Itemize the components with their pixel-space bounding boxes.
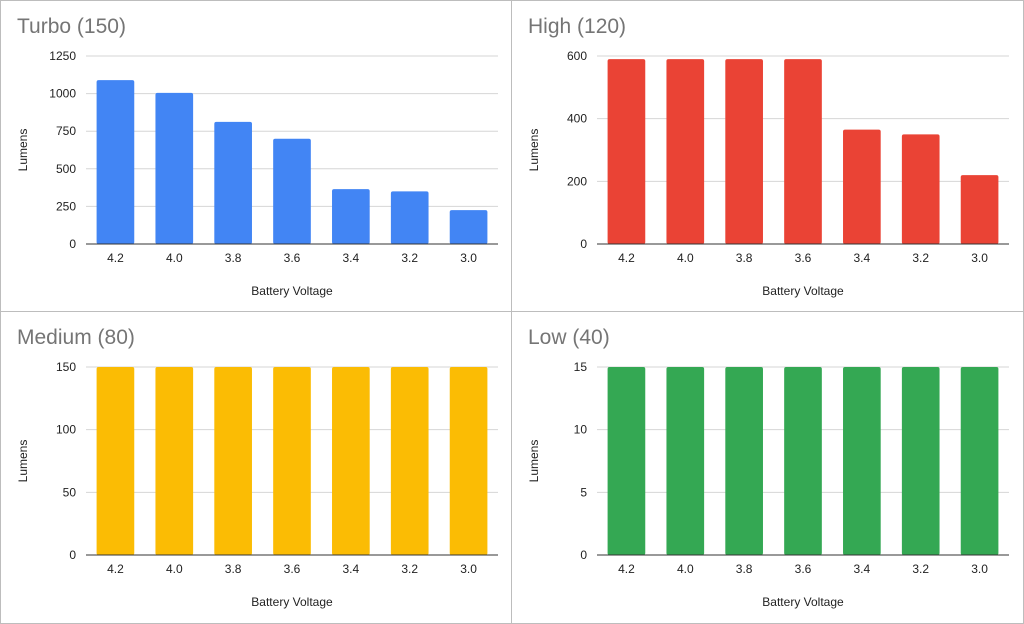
x-tick-label: 4.0 bbox=[677, 251, 694, 265]
chart-svg-medium: 0 50 100 150 4.2 4.0 3.8 3.6 3.4 3.2 3.0 Battery Vo… bbox=[16, 360, 498, 609]
bar bbox=[843, 367, 881, 555]
bar bbox=[901, 134, 940, 244]
bar bbox=[901, 367, 940, 555]
x-tick-label: 4.0 bbox=[166, 562, 183, 576]
x-tick-label: 4.0 bbox=[166, 251, 183, 265]
y-tick-label: 50 bbox=[63, 485, 77, 499]
bar bbox=[843, 129, 881, 244]
chart-svg-low: 0 5 10 15 4.2 4.0 3.8 3.6 3.4 3.2 3.0 Battery Volta… bbox=[527, 360, 1009, 609]
x-tick-label: 4.2 bbox=[618, 251, 635, 265]
bar bbox=[666, 59, 705, 245]
x-tick-label: 3.6 bbox=[284, 562, 301, 576]
bar bbox=[332, 367, 370, 555]
x-tick-label: 3.4 bbox=[854, 251, 871, 265]
x-tick-label: 4.2 bbox=[618, 562, 635, 576]
x-tick-label: 3.6 bbox=[795, 562, 812, 576]
x-axis-title: Battery Voltage bbox=[762, 284, 844, 298]
bar bbox=[390, 367, 429, 555]
x-tick-label: 3.2 bbox=[401, 251, 418, 265]
bar bbox=[96, 367, 135, 555]
chart-title: Turbo (150) bbox=[17, 15, 126, 38]
x-tick-label: 3.6 bbox=[795, 251, 812, 265]
bar bbox=[725, 59, 763, 245]
bar bbox=[784, 367, 822, 555]
x-tick-label: 3.0 bbox=[460, 251, 477, 265]
x-axis-title: Battery Voltage bbox=[251, 595, 333, 609]
x-tick-label: 4.2 bbox=[107, 562, 124, 576]
x-tick-label: 3.0 bbox=[460, 562, 477, 576]
bar bbox=[607, 59, 646, 245]
x-tick-label: 3.2 bbox=[912, 251, 929, 265]
bar bbox=[960, 175, 999, 244]
chart-title: Low (40) bbox=[528, 326, 610, 349]
x-tick-label: 3.2 bbox=[912, 562, 929, 576]
y-tick-label: 750 bbox=[56, 124, 76, 138]
bar bbox=[449, 367, 488, 555]
x-tick-label: 3.6 bbox=[284, 251, 301, 265]
y-tick-label: 0 bbox=[69, 548, 76, 562]
x-tick-label: 3.8 bbox=[736, 251, 753, 265]
y-tick-label: 0 bbox=[580, 548, 587, 562]
x-tick-label: 3.8 bbox=[225, 562, 242, 576]
bar bbox=[725, 367, 763, 555]
chart-panel-high: 0 200 400 600 4.2 4.0 3.8 3.6 3.4 3.2 3.0 Battery V… bbox=[512, 1, 1023, 312]
bar bbox=[155, 367, 194, 555]
y-tick-label: 100 bbox=[56, 423, 76, 437]
x-axis-title: Battery Voltage bbox=[762, 595, 844, 609]
bar bbox=[390, 191, 429, 244]
chart-panel-medium: 0 50 100 150 4.2 4.0 3.8 3.6 3.4 3.2 3.0 Battery Vo… bbox=[1, 312, 512, 623]
x-tick-label: 3.4 bbox=[343, 562, 360, 576]
y-tick-label: 1250 bbox=[49, 49, 76, 63]
bar bbox=[449, 210, 488, 244]
x-tick-label: 3.0 bbox=[971, 562, 988, 576]
chart-panel-low: 0 5 10 15 4.2 4.0 3.8 3.6 3.4 3.2 3.0 Battery Volta… bbox=[512, 312, 1023, 623]
y-axis-title: Lumens bbox=[527, 129, 541, 172]
y-tick-label: 0 bbox=[580, 237, 587, 251]
x-axis-title: Battery Voltage bbox=[251, 284, 333, 298]
y-tick-label: 15 bbox=[574, 360, 588, 374]
y-axis-title: Lumens bbox=[527, 440, 541, 483]
bar bbox=[960, 367, 999, 555]
bar bbox=[666, 367, 705, 555]
y-tick-label: 150 bbox=[56, 360, 76, 374]
bar bbox=[784, 59, 822, 245]
y-axis-title: Lumens bbox=[16, 129, 30, 172]
y-tick-label: 5 bbox=[580, 485, 587, 499]
bar bbox=[332, 189, 370, 244]
y-tick-label: 500 bbox=[56, 162, 76, 176]
x-tick-label: 4.0 bbox=[677, 562, 694, 576]
x-tick-label: 3.2 bbox=[401, 562, 418, 576]
y-tick-label: 0 bbox=[69, 237, 76, 251]
bar bbox=[155, 92, 194, 245]
bar bbox=[96, 80, 135, 245]
y-tick-label: 250 bbox=[56, 199, 76, 213]
y-tick-label: 400 bbox=[567, 112, 587, 126]
x-tick-label: 3.4 bbox=[854, 562, 871, 576]
chart-svg-turbo: 0 250 500 750 1000 1250 4.2 4.0 3.8 3.6 3.4 3.2 3.0 B… bbox=[16, 49, 498, 298]
bar bbox=[273, 367, 311, 555]
bar bbox=[214, 367, 252, 555]
chart-panel-turbo: 0 250 500 750 1000 1250 4.2 4.0 3.8 3.6 3.4 3.2 3.0 B… bbox=[1, 1, 512, 312]
bar bbox=[273, 138, 311, 244]
x-tick-label: 4.2 bbox=[107, 251, 124, 265]
x-tick-label: 3.4 bbox=[343, 251, 360, 265]
x-tick-label: 3.8 bbox=[225, 251, 242, 265]
x-tick-label: 3.0 bbox=[971, 251, 988, 265]
x-tick-label: 3.8 bbox=[736, 562, 753, 576]
y-axis-title: Lumens bbox=[16, 440, 30, 483]
chart-title: High (120) bbox=[528, 15, 627, 38]
y-tick-label: 1000 bbox=[49, 87, 76, 101]
chart-title: Medium (80) bbox=[17, 326, 135, 349]
chart-svg-high: 0 200 400 600 4.2 4.0 3.8 3.6 3.4 3.2 3.0 Battery V… bbox=[527, 49, 1009, 298]
bar bbox=[214, 121, 252, 244]
y-tick-label: 200 bbox=[567, 174, 587, 188]
y-tick-label: 10 bbox=[574, 423, 588, 437]
y-tick-label: 600 bbox=[567, 49, 587, 63]
bar bbox=[607, 367, 646, 555]
